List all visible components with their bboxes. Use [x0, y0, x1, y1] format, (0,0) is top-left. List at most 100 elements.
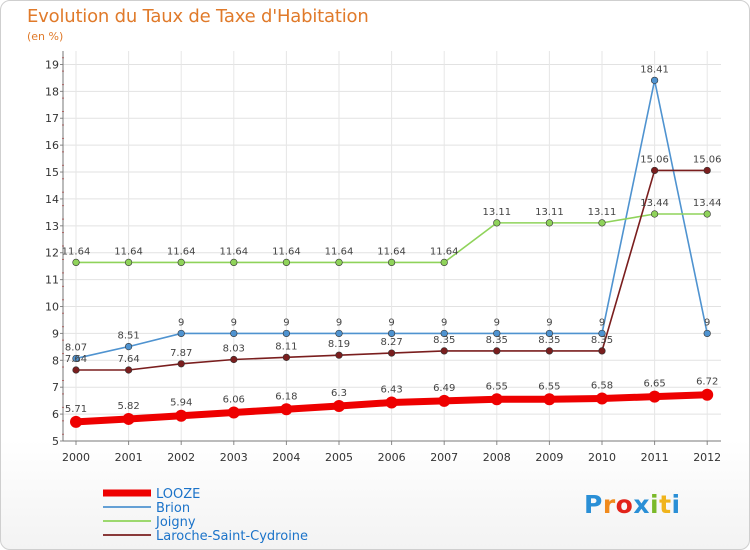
data-label-laroche-saint-cydroine: 15.06	[693, 154, 722, 165]
data-label-laroche-saint-cydroine: 7.64	[117, 354, 139, 365]
data-label-laroche-saint-cydroine: 8.35	[538, 335, 560, 346]
y-tick-label: 9	[52, 327, 59, 340]
data-label-joigny: 11.64	[325, 246, 354, 257]
data-label-looze: 5.71	[65, 404, 87, 415]
data-label-looze: 6.65	[643, 379, 665, 390]
point-laroche-saint-cydroine	[493, 347, 501, 355]
data-label-looze: 6.06	[223, 394, 245, 405]
point-looze	[280, 403, 293, 416]
point-joigny	[230, 258, 238, 267]
point-joigny	[440, 258, 448, 267]
point-joigny	[703, 210, 711, 218]
point-laroche-saint-cydroine	[230, 355, 238, 364]
point-laroche-saint-cydroine	[440, 347, 448, 355]
point-joigny	[177, 258, 185, 267]
data-label-joigny: 11.64	[62, 246, 91, 257]
x-tick-label: 2009	[535, 451, 563, 464]
point-brion	[72, 354, 80, 363]
y-tick-label: 8	[52, 354, 59, 367]
data-label-brion: 9	[704, 317, 710, 328]
logo-letter: P	[584, 490, 603, 519]
data-label-laroche-saint-cydroine: 7.87	[170, 348, 192, 359]
y-tick-label: 14	[45, 193, 59, 206]
x-tick-label: 2002	[167, 451, 195, 464]
data-label-brion: 9	[494, 317, 500, 328]
point-joigny	[124, 258, 133, 267]
y-tick-label: 10	[45, 301, 59, 314]
point-looze	[438, 394, 451, 407]
point-laroche-saint-cydroine	[703, 166, 711, 175]
point-joigny	[493, 219, 501, 227]
grid-layer	[63, 51, 721, 442]
data-label-laroche-saint-cydroine: 8.19	[328, 339, 350, 350]
data-label-joigny: 13.44	[693, 198, 722, 209]
point-laroche-saint-cydroine	[388, 349, 396, 357]
logo-letter: r	[602, 490, 616, 519]
y-tick-label: 7	[52, 381, 59, 394]
data-label-joigny: 11.64	[272, 246, 301, 257]
logo-letter: i	[650, 490, 660, 519]
logo-letter: t	[659, 490, 672, 519]
point-joigny	[650, 210, 659, 218]
data-label-brion: 8.07	[65, 342, 87, 353]
data-label-looze: 6.49	[433, 383, 455, 394]
logo-letter: x	[633, 490, 650, 519]
data-label-looze: 6.55	[538, 381, 560, 392]
data-label-brion: 9	[283, 317, 289, 328]
point-joigny	[388, 258, 396, 267]
y-tick-label: 15	[45, 166, 59, 179]
data-label-looze: 6.3	[331, 388, 347, 399]
data-label-joigny: 11.64	[377, 246, 406, 257]
chart-title: Evolution du Taux de Taxe d'Habitation	[27, 6, 369, 27]
y-tick-label: 13	[45, 220, 59, 233]
legend-label: Brion	[156, 501, 190, 516]
point-brion	[440, 329, 448, 338]
point-laroche-saint-cydroine	[72, 366, 80, 374]
data-label-joigny: 11.64	[114, 246, 143, 257]
point-looze	[596, 392, 608, 405]
point-looze	[385, 396, 398, 409]
y-tick-label: 6	[52, 408, 59, 421]
point-brion	[335, 329, 343, 338]
x-tick-label: 2007	[430, 451, 458, 464]
data-label-joigny: 13.11	[482, 207, 511, 218]
data-label-joigny: 11.64	[430, 246, 459, 257]
point-looze	[175, 409, 188, 422]
data-label-brion: 9	[231, 317, 237, 328]
point-laroche-saint-cydroine	[545, 347, 554, 355]
x-tick-label: 2004	[272, 451, 300, 464]
x-tick-label: 2006	[378, 451, 406, 464]
data-label-laroche-saint-cydroine: 15.06	[640, 154, 669, 165]
point-looze	[701, 388, 714, 401]
data-label-laroche-saint-cydroine: 7.64	[65, 354, 87, 365]
x-tick-label: 2005	[325, 451, 353, 464]
series-layer	[70, 76, 714, 428]
point-looze	[543, 393, 556, 406]
data-label-laroche-saint-cydroine: 8.03	[223, 344, 245, 355]
logo-letter: o	[615, 490, 634, 519]
point-laroche-saint-cydroine	[598, 347, 606, 355]
point-joigny	[282, 258, 291, 267]
data-label-looze: 6.58	[591, 381, 613, 392]
point-brion	[493, 329, 501, 338]
data-label-joigny: 13.11	[535, 207, 564, 218]
point-laroche-saint-cydroine	[124, 366, 133, 374]
point-looze	[70, 415, 82, 428]
x-tick-label: 2003	[220, 451, 248, 464]
point-brion	[650, 76, 659, 84]
point-joigny	[545, 219, 554, 227]
data-label-looze: 5.94	[170, 398, 192, 409]
chart-subtitle: (en %)	[27, 30, 64, 43]
legend-label: Laroche-Saint-Cydroine	[156, 529, 308, 544]
legend-label: Joigny	[155, 515, 196, 530]
point-laroche-saint-cydroine	[335, 351, 343, 359]
y-tick-label: 12	[45, 247, 59, 260]
data-label-brion: 9	[388, 317, 394, 328]
x-tick-label: 2010	[588, 451, 616, 464]
point-brion	[177, 329, 185, 338]
data-label-brion: 9	[546, 317, 552, 328]
point-brion	[230, 329, 238, 338]
